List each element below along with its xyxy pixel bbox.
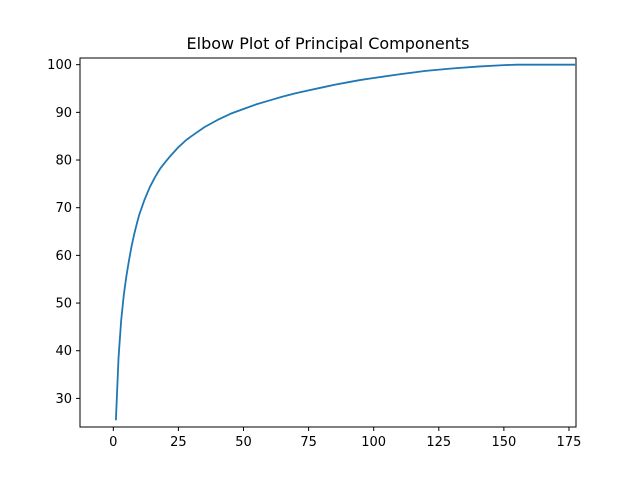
x-tick-label: 125 [426, 435, 451, 450]
series-line-0 [114, 63, 576, 421]
y-axis: 30 40 50 60 70 80 90 100 [47, 58, 80, 407]
x-tick-label: 100 [361, 435, 386, 450]
plot-area [114, 63, 576, 421]
x-axis: 0 25 50 75 100 125 150 175 [109, 427, 581, 450]
y-tick-label: 90 [55, 106, 72, 121]
chart-title: Elbow Plot of Principal Components [187, 34, 470, 53]
y-tick-label: 50 [55, 297, 72, 312]
x-tick-label: 75 [300, 435, 317, 450]
x-tick-label: 50 [235, 435, 252, 450]
y-tick-label: 70 [55, 201, 72, 216]
x-tick-label: 0 [109, 435, 117, 450]
x-tick-label: 150 [491, 435, 516, 450]
y-tick-label: 100 [47, 58, 72, 73]
x-tick-label: 25 [170, 435, 187, 450]
y-tick-label: 30 [55, 392, 72, 407]
x-tick-label: 175 [557, 435, 582, 450]
y-tick-label: 80 [55, 154, 72, 169]
axes-frame [79, 57, 577, 428]
y-tick-label: 40 [55, 344, 72, 359]
y-tick-label: 60 [55, 249, 72, 264]
